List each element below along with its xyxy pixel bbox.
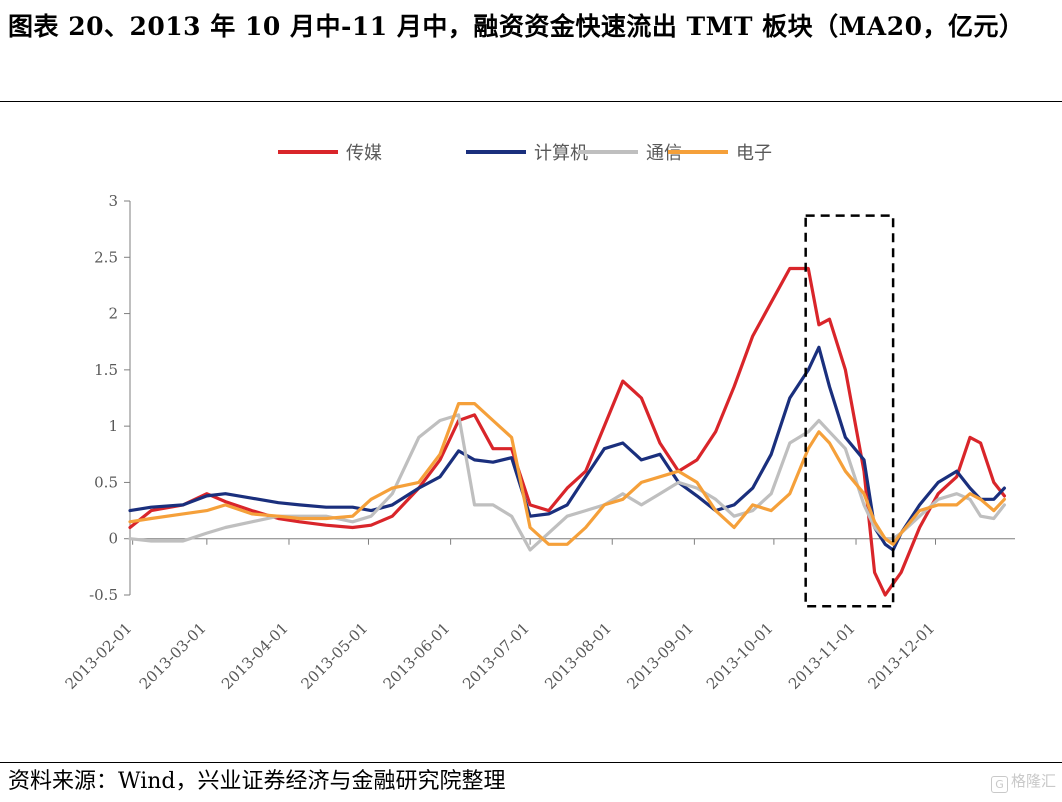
series-line-3	[128, 413, 1007, 552]
page-title: 图表 20、2013 年 10 月中-11 月中，融资资金快速流出 TMT 板块…	[8, 12, 1025, 41]
y-tick-label: -0.5	[89, 586, 118, 604]
x-tick-label: 2013-02-01	[62, 619, 136, 693]
title-divider	[0, 101, 1062, 102]
x-tick-label: 2013-04-01	[218, 619, 292, 693]
highlight-box	[804, 214, 895, 608]
y-tick-label: 1	[108, 417, 118, 435]
chart-legend: 传媒 计算机 通信 电子	[278, 143, 772, 164]
y-tick-label: 0.5	[94, 473, 118, 491]
watermark: G 格隆汇	[990, 770, 1056, 793]
legend-label: 传媒	[346, 143, 382, 164]
x-tick-label: 2013-08-01	[541, 619, 615, 693]
source-divider	[0, 762, 1062, 763]
x-tick-label: 2013-10-01	[703, 619, 777, 693]
legend-label: 通信	[646, 143, 682, 164]
series-line-1	[128, 266, 1007, 597]
x-tick-label: 2013-12-01	[864, 619, 938, 693]
x-tick-label: 2013-03-01	[136, 619, 210, 693]
series-line-4	[128, 402, 1007, 546]
x-tick-label: 2013-07-01	[459, 619, 533, 693]
x-tick-label: 2013-06-01	[380, 619, 454, 693]
watermark-text: 格隆汇	[1010, 772, 1056, 790]
source-note: 资料来源：Wind，兴业证券经济与金融研究院整理	[8, 769, 506, 794]
y-tick-label: 2.5	[94, 248, 118, 266]
y-tick-label: 1.5	[94, 361, 118, 379]
x-tick-label: 2013-09-01	[623, 619, 697, 693]
highlight-rect	[804, 214, 895, 608]
y-tick-label: 2	[108, 305, 118, 323]
legend-label: 计算机	[534, 143, 588, 164]
x-tick-label: 2013-05-01	[297, 619, 371, 693]
watermark-logo-icon: G	[990, 776, 1008, 793]
y-tick-label: 3	[108, 192, 118, 210]
x-tick-label: 2013-11-01	[785, 619, 859, 693]
legend-label: 电子	[736, 143, 772, 164]
chart-series	[128, 266, 1007, 597]
y-tick-label: 0	[108, 530, 118, 548]
